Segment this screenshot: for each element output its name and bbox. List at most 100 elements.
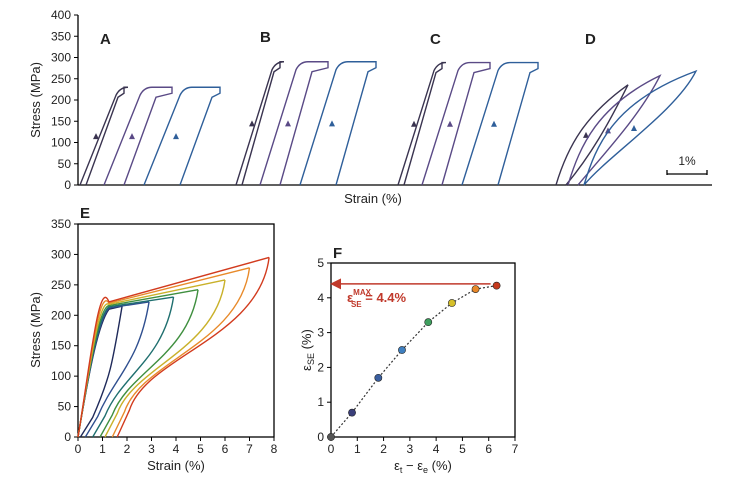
panel-e-frame [77, 223, 275, 438]
e-unloading-curve [92, 296, 175, 438]
top-loop-curve [583, 69, 698, 186]
f-ytick-label: 4 [317, 291, 324, 305]
e-ytick-label: 250 [51, 278, 71, 292]
e-unloading-curve [79, 306, 123, 438]
top-loop-curve [555, 84, 629, 186]
panel-e-x-axis-label: Strain (%) [147, 458, 205, 473]
panel-f-frame [330, 262, 516, 438]
f-data-point [471, 285, 480, 293]
y-label-sub: SE [306, 353, 316, 365]
f-xtick-label: 0 [328, 442, 335, 456]
y-label-unit: (%) [299, 329, 314, 353]
e-xtick-label: 2 [124, 442, 131, 456]
top-loop-arrow [631, 125, 637, 132]
f-data-point [448, 299, 456, 307]
top-loop-curve [397, 61, 447, 186]
f-xtick-label: 2 [380, 442, 387, 456]
panel-label-f: F [333, 245, 342, 262]
e-unloading-curve [116, 257, 270, 438]
top-loop-arrow [93, 133, 99, 140]
top-panel: 0 50 100 150 200 250 300 350 400 Stress (MPa) St… [28, 8, 712, 206]
e-ytick-label: 0 [64, 430, 71, 444]
top-loop-arrow [329, 120, 335, 127]
f-data-point [424, 318, 433, 327]
x-label-mid: − ε [402, 458, 423, 473]
top-loop-arrow [447, 120, 453, 127]
top-ytick-label: 150 [51, 114, 71, 128]
top-y-axis-label: Stress (MPa) [28, 62, 43, 138]
annotation-epsilon: ε [347, 290, 353, 305]
e-loading-curve [77, 289, 199, 438]
x-label-unit: (%) [428, 458, 452, 473]
panel-f-x-axis-label: εt − εe (%) [394, 458, 452, 475]
top-x-axis-label: Strain (%) [344, 191, 402, 206]
stress-strain-set-d [555, 69, 698, 186]
f-ytick-label: 3 [317, 326, 324, 340]
panel-label-b: B [260, 29, 271, 46]
top-loop-arrow [491, 120, 497, 127]
panel-label-e: E [80, 205, 90, 222]
e-ytick-label: 300 [51, 247, 71, 261]
panel-e: E 0 1 2 3 4 5 6 7 8 0 50 100 150 200 250 300 350 Stress … [28, 205, 278, 473]
top-ytick-label: 0 [64, 178, 71, 192]
top-ytick-label: 400 [51, 8, 71, 22]
e-xtick-label: 5 [197, 442, 204, 456]
f-xtick-label: 7 [512, 442, 519, 456]
e-xtick-label: 7 [246, 442, 253, 456]
e-loading-curve [77, 279, 226, 438]
stress-strain-set-c [397, 61, 539, 186]
annotation-sub: SE [351, 300, 362, 309]
e-xtick-label: 3 [148, 442, 155, 456]
e-ytick-label: 150 [51, 339, 71, 353]
e-xtick-label: 6 [222, 442, 229, 456]
top-ytick-label: 200 [51, 93, 71, 107]
f-xtick-label: 4 [433, 442, 440, 456]
panel-e-y-axis-label: Stress (MPa) [28, 292, 43, 368]
f-data-point [348, 408, 356, 417]
annotation-sup: MAX [353, 288, 371, 297]
e-ytick-label: 200 [51, 308, 71, 322]
top-loop-arrow [285, 120, 291, 127]
e-ytick-label: 50 [58, 400, 72, 414]
top-loop-arrow [173, 133, 179, 140]
top-loop-arrow [605, 127, 611, 134]
panel-f-y-axis-label: εSE (%) [299, 329, 316, 371]
top-loop-curve [461, 61, 539, 186]
e-xtick-label: 0 [75, 442, 82, 456]
top-loop-curve [235, 61, 285, 186]
e-xtick-label: 8 [271, 442, 278, 456]
top-loop-curve [79, 86, 129, 186]
e-loading-curve [77, 256, 270, 438]
f-xtick-label: 6 [485, 442, 492, 456]
top-loop-curve [143, 86, 221, 186]
f-ytick-label: 1 [317, 395, 324, 409]
f-xtick-label: 1 [354, 442, 361, 456]
f-ytick-label: 5 [317, 256, 324, 270]
top-ytick-label: 350 [51, 29, 71, 43]
top-ytick-label: 300 [51, 51, 71, 65]
annotation-value: = 4.4% [362, 290, 407, 305]
e-unloading-curve [84, 301, 150, 438]
stress-strain-set-b [235, 61, 377, 186]
top-loop-curve [259, 61, 329, 186]
e-xtick-label: 1 [99, 442, 106, 456]
top-ytick-label: 100 [51, 136, 71, 150]
e-unloading-curve [111, 267, 251, 438]
f-data-point [398, 346, 406, 354]
top-loop-arrow [249, 120, 255, 127]
top-loop-arrow [583, 131, 589, 138]
x-label-eps1: ε [394, 458, 400, 473]
top-ytick-label: 50 [58, 157, 72, 171]
top-loop-curve [103, 86, 173, 186]
e-unloading-curve [104, 279, 226, 438]
top-loop-curve [567, 74, 662, 186]
stress-strain-set-a [79, 86, 221, 186]
f-data-point [327, 433, 335, 441]
top-loop-curve [421, 61, 491, 186]
top-loop-curve [299, 61, 377, 186]
f-ytick-label: 2 [317, 360, 324, 374]
scale-bar-label: 1% [678, 154, 696, 168]
f-ytick-label: 0 [317, 430, 324, 444]
e-xtick-label: 4 [173, 442, 180, 456]
